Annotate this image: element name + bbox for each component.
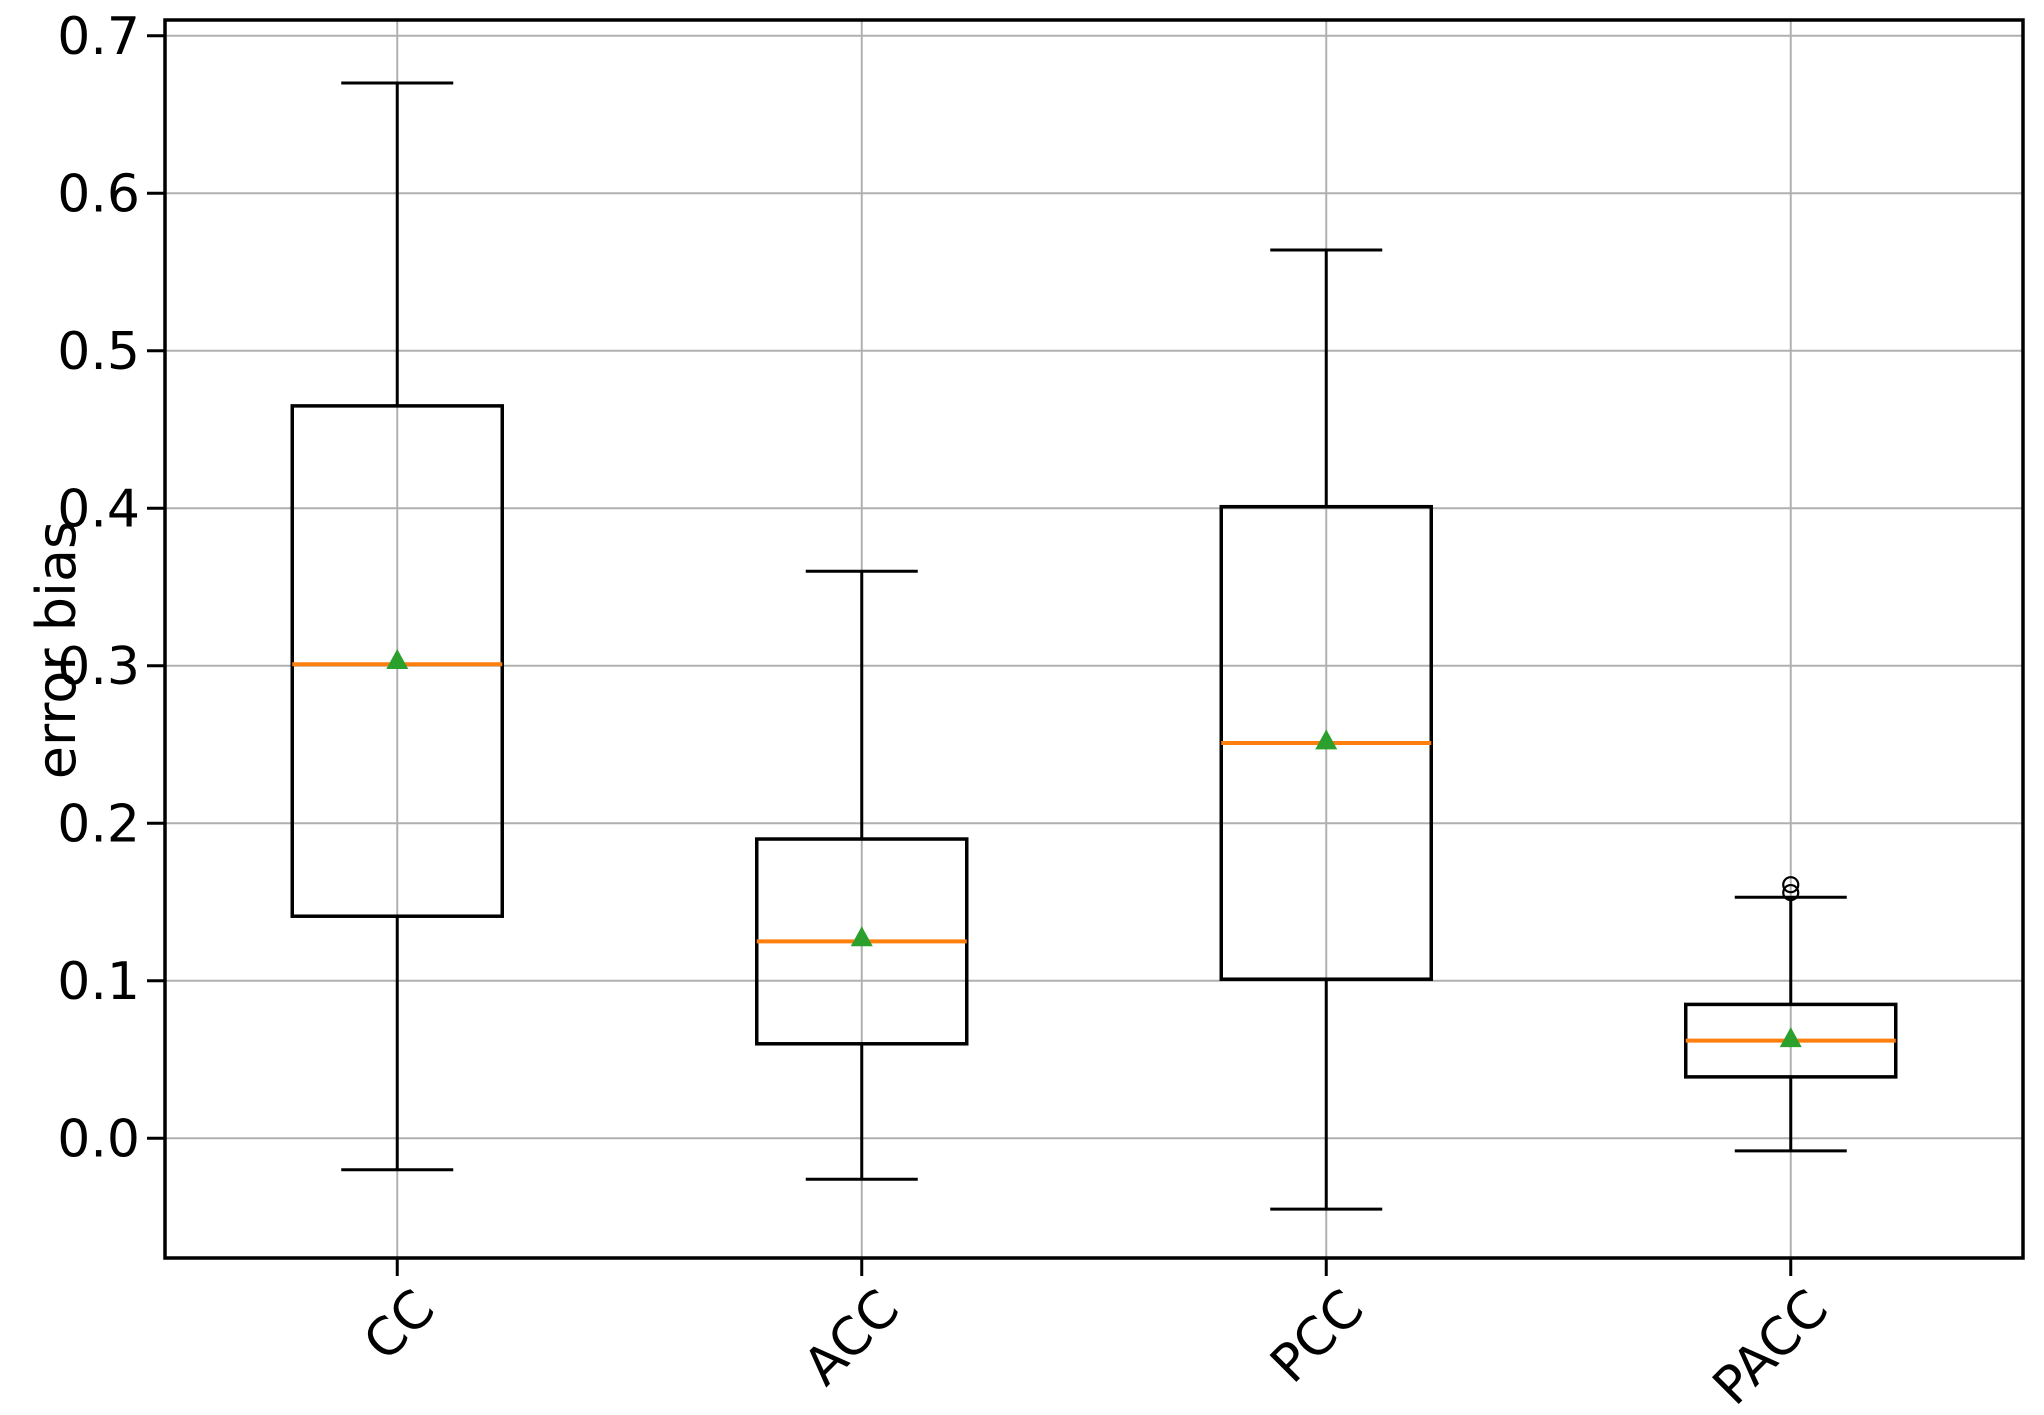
y-tick-label: 0.4 (57, 479, 140, 539)
data-layer (290, 81, 1898, 1211)
iqr-box (290, 404, 504, 918)
x-tick-label: PCC (1259, 1279, 1375, 1395)
outlier-point (1782, 876, 1800, 894)
y-tick-label: 0.0 (57, 1109, 140, 1169)
outlier-point (1782, 883, 1800, 902)
mean-marker (386, 649, 409, 670)
mean-marker (1315, 729, 1338, 750)
y-tick-label: 0.3 (57, 637, 140, 697)
grid-layer (165, 20, 2023, 1258)
y-tick-label: 0.5 (57, 322, 140, 382)
boxplot-cc (290, 81, 504, 1172)
x-tick-label: CC (353, 1279, 447, 1373)
y-tick-label: 0.7 (57, 7, 140, 67)
y-tick-label: 0.6 (57, 164, 140, 224)
axes-layer: 0.0 0.1 0.2 0.3 0.4 0.5 0.6 0.7 CC ACC PCC PACC (57, 7, 2025, 1415)
mean-marker (850, 926, 873, 947)
axes-frame (163, 18, 2025, 1260)
x-tick-label: PACC (1702, 1279, 1840, 1411)
mean-marker (1779, 1027, 1802, 1048)
y-axis-label: error bias (25, 521, 88, 779)
x-tick-label: ACC (793, 1279, 911, 1397)
y-tick-label: 0.1 (57, 952, 140, 1012)
boxplot-pacc (1684, 876, 1898, 1153)
y-tick-label: 0.2 (57, 794, 140, 854)
boxplot-pcc (1219, 248, 1433, 1211)
boxplot-acc (755, 569, 969, 1181)
